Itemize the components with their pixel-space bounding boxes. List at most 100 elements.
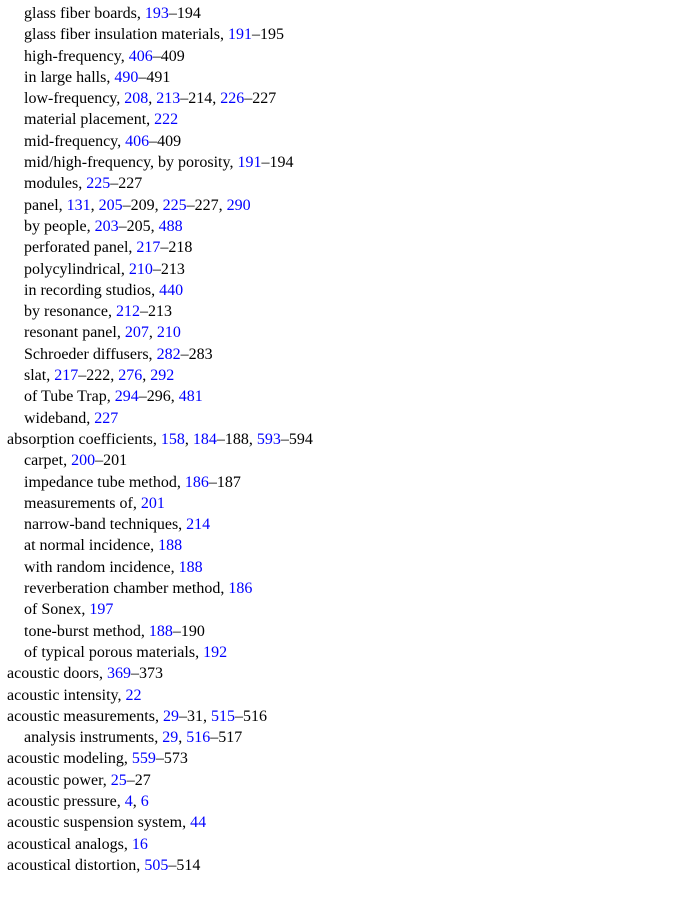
- page-link[interactable]: 227: [94, 409, 119, 427]
- page-refs: 207, 210: [125, 324, 181, 341]
- page-link[interactable]: 188: [178, 558, 203, 576]
- index-entry: perforated panel, 217–218: [7, 237, 687, 258]
- index-entry: acoustical distortion, 505–514: [7, 855, 687, 876]
- page-link[interactable]: 205: [98, 196, 123, 214]
- page-link[interactable]: 369: [106, 665, 131, 683]
- page-link[interactable]: 200: [71, 452, 96, 470]
- page-link[interactable]: 4: [124, 792, 133, 810]
- page-link[interactable]: 217: [54, 367, 79, 385]
- index-entry: glass fiber boards, 193–194: [7, 3, 687, 24]
- index-entry: by resonance, 212–213: [7, 301, 687, 322]
- page-link[interactable]: 201: [140, 494, 165, 512]
- page-link[interactable]: 282: [156, 345, 181, 363]
- index-entry-label: carpet,: [24, 452, 72, 470]
- ref-separator: ,: [148, 90, 157, 108]
- page-refs: 406–409: [125, 133, 181, 150]
- page-refs: 294–296, 481: [115, 388, 203, 405]
- index-entry: by people, 203–205, 488: [7, 216, 687, 237]
- index-entry: acoustic measurements, 29–31, 515–516: [7, 706, 687, 727]
- page-link[interactable]: 188: [148, 622, 173, 640]
- page-link[interactable]: 276: [118, 367, 143, 385]
- ref-separator: ,: [178, 729, 187, 747]
- page-link[interactable]: 481: [178, 388, 203, 406]
- ref-separator: ,: [132, 792, 141, 810]
- page-link[interactable]: 214: [186, 516, 211, 534]
- index-entry: in recording studios, 440: [7, 280, 687, 301]
- page-link[interactable]: 440: [159, 281, 184, 299]
- ref-separator: ,: [184, 430, 193, 448]
- page-refs: 208, 213–214, 226–227: [124, 90, 276, 107]
- page-range-end: –31: [178, 707, 203, 725]
- index-entry: of Sonex, 197: [7, 599, 687, 620]
- page-link[interactable]: 515: [210, 707, 235, 725]
- index-entry: absorption coefficients, 158, 184–188, 5…: [7, 429, 687, 450]
- index-entry-label: of Tube Trap,: [24, 388, 115, 406]
- ref-separator: ,: [218, 196, 227, 214]
- index-entry-label: acoustic suspension system,: [7, 814, 191, 832]
- index-entry: material placement, 222: [7, 109, 687, 130]
- page-range-end: –195: [251, 26, 284, 44]
- page-link[interactable]: 290: [226, 196, 251, 214]
- page-link[interactable]: 29: [162, 707, 179, 725]
- page-link[interactable]: 192: [203, 643, 228, 661]
- page-link[interactable]: 406: [128, 47, 153, 65]
- index-entry-label: measurements of,: [24, 494, 141, 512]
- page-link[interactable]: 210: [156, 324, 181, 342]
- page-link[interactable]: 294: [114, 388, 139, 406]
- page-refs: 186: [228, 580, 252, 597]
- page-link[interactable]: 22: [125, 686, 142, 704]
- index-entry-label: of Sonex,: [24, 601, 90, 619]
- page-link[interactable]: 516: [186, 729, 211, 747]
- page-link[interactable]: 207: [124, 324, 149, 342]
- page-link[interactable]: 406: [125, 132, 150, 150]
- page-link[interactable]: 225: [86, 175, 111, 193]
- page-refs: 25–27: [111, 772, 151, 789]
- page-link[interactable]: 158: [160, 430, 185, 448]
- page-link[interactable]: 203: [94, 217, 119, 235]
- index-entry-label: material placement,: [24, 111, 155, 129]
- page-link[interactable]: 186: [228, 580, 253, 598]
- page-link[interactable]: 191: [237, 154, 262, 172]
- page-link[interactable]: 131: [66, 196, 91, 214]
- page-link[interactable]: 292: [150, 367, 175, 385]
- page-range-end: –213: [139, 303, 172, 321]
- page-link[interactable]: 490: [114, 68, 139, 86]
- page-range-end: –516: [234, 707, 267, 725]
- page-link[interactable]: 208: [124, 90, 149, 108]
- index-entry-label: resonant panel,: [24, 324, 125, 342]
- page-link[interactable]: 16: [131, 835, 148, 853]
- page-refs: 131, 205–209, 225–227, 290: [67, 197, 251, 214]
- page-link[interactable]: 197: [89, 601, 114, 619]
- page-link[interactable]: 559: [131, 750, 156, 768]
- index-entry: glass fiber insulation materials, 191–19…: [7, 24, 687, 45]
- page-refs: 29, 516–517: [162, 729, 242, 746]
- page-link[interactable]: 212: [115, 303, 140, 321]
- page-link[interactable]: 191: [227, 26, 252, 44]
- page-link[interactable]: 6: [140, 792, 149, 810]
- page-link[interactable]: 222: [154, 111, 179, 129]
- page-link[interactable]: 44: [190, 814, 207, 832]
- index-entry-label: acoustic modeling,: [7, 750, 132, 768]
- index-entry-label: mid/high-frequency, by porosity,: [24, 154, 238, 172]
- index-entry: reverberation chamber method, 186: [7, 578, 687, 599]
- page-link[interactable]: 488: [158, 217, 183, 235]
- page-link[interactable]: 505: [144, 856, 169, 874]
- page-link[interactable]: 29: [162, 729, 179, 747]
- index-entry: acoustic suspension system, 44: [7, 812, 687, 833]
- index-entry: at normal incidence, 188: [7, 535, 687, 556]
- page-link[interactable]: 217: [136, 239, 161, 257]
- page-link[interactable]: 593: [256, 430, 281, 448]
- ref-separator: ,: [248, 430, 257, 448]
- page-range-end: –218: [160, 239, 193, 257]
- page-link[interactable]: 25: [110, 771, 127, 789]
- page-range-end: –227: [186, 196, 219, 214]
- index-entry-label: absorption coefficients,: [7, 430, 161, 448]
- page-link[interactable]: 186: [184, 473, 209, 491]
- page-link[interactable]: 193: [144, 5, 169, 22]
- page-link[interactable]: 188: [158, 537, 183, 555]
- page-link[interactable]: 184: [192, 430, 217, 448]
- page-link[interactable]: 210: [128, 260, 153, 278]
- page-link[interactable]: 225: [162, 196, 187, 214]
- page-link[interactable]: 226: [220, 90, 245, 108]
- page-link[interactable]: 213: [156, 90, 181, 108]
